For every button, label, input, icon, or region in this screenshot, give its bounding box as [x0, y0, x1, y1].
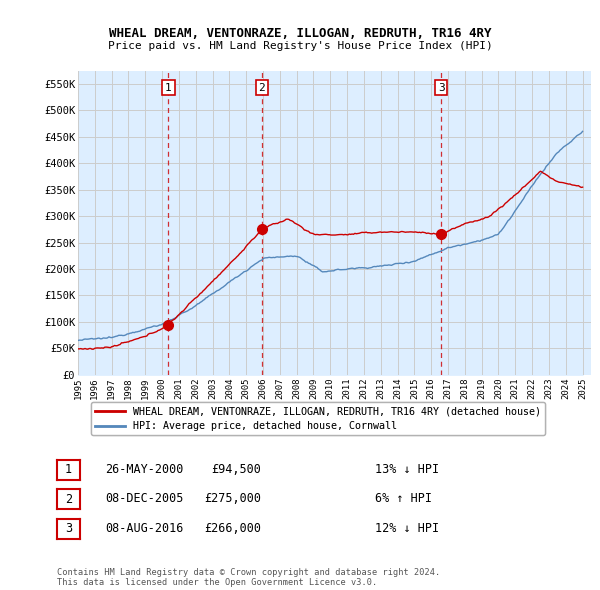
Text: £94,500: £94,500 [211, 463, 261, 476]
Text: 1: 1 [165, 83, 172, 93]
Text: 3: 3 [438, 83, 445, 93]
Text: 2: 2 [259, 83, 265, 93]
Text: 1: 1 [65, 463, 72, 476]
Text: 12% ↓ HPI: 12% ↓ HPI [375, 522, 439, 535]
Text: WHEAL DREAM, VENTONRAZE, ILLOGAN, REDRUTH, TR16 4RY: WHEAL DREAM, VENTONRAZE, ILLOGAN, REDRUT… [109, 27, 491, 40]
Legend: WHEAL DREAM, VENTONRAZE, ILLOGAN, REDRUTH, TR16 4RY (detached house), HPI: Avera: WHEAL DREAM, VENTONRAZE, ILLOGAN, REDRUT… [91, 402, 545, 435]
Text: 08-AUG-2016: 08-AUG-2016 [105, 522, 184, 535]
Text: 08-DEC-2005: 08-DEC-2005 [105, 492, 184, 505]
Text: 3: 3 [65, 522, 72, 535]
Text: 6% ↑ HPI: 6% ↑ HPI [375, 492, 432, 505]
Text: Price paid vs. HM Land Registry's House Price Index (HPI): Price paid vs. HM Land Registry's House … [107, 41, 493, 51]
Text: 13% ↓ HPI: 13% ↓ HPI [375, 463, 439, 476]
Text: £275,000: £275,000 [204, 492, 261, 505]
Text: £266,000: £266,000 [204, 522, 261, 535]
Text: Contains HM Land Registry data © Crown copyright and database right 2024.
This d: Contains HM Land Registry data © Crown c… [57, 568, 440, 587]
Text: 26-MAY-2000: 26-MAY-2000 [105, 463, 184, 476]
Text: 2: 2 [65, 493, 72, 506]
